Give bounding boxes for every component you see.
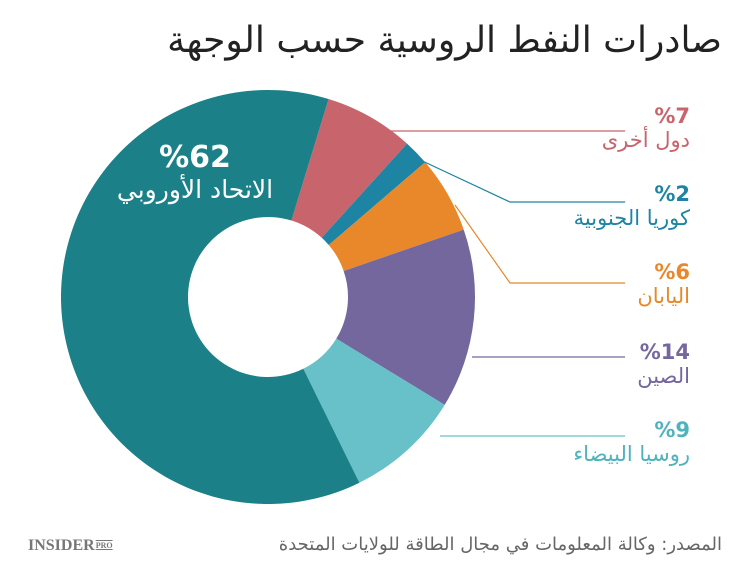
other-name: دول أخرى [601, 128, 690, 152]
belarus-pct: %9 [654, 418, 690, 442]
belarus-name: روسيا البيضاء [573, 442, 690, 466]
japan-name: اليابان [637, 284, 690, 308]
eu-pct: %62 [159, 140, 231, 175]
logo-sub: PRO [95, 541, 113, 550]
slice-china [336, 229, 475, 405]
other-pct: %7 [654, 104, 690, 128]
insider-pro-logo: INSIDERPRO [28, 537, 113, 555]
china-pct: %14 [639, 340, 690, 364]
japan-pct: %6 [654, 260, 690, 284]
source-note: المصدر: وكالة المعلومات في مجال الطاقة ل… [278, 534, 722, 555]
leader-line-japan [454, 204, 625, 284]
slice-japan [328, 162, 464, 271]
label-korea: %2 كوريا الجنوبية [574, 182, 690, 230]
label-china: %14 الصين [637, 340, 690, 388]
slice-belarus [303, 338, 445, 483]
label-other: %7 دول أخرى [602, 104, 690, 152]
eu-label: %62 الاتحاد الأوروبي [100, 140, 290, 204]
chart-title: صادرات النفط الروسية حسب الوجهة [167, 20, 722, 61]
logo-main: INSIDER [28, 537, 95, 554]
china-name: الصين [637, 364, 690, 388]
label-japan: %6 اليابان [637, 260, 690, 308]
korea-pct: %2 [654, 182, 690, 206]
label-belarus: %9 روسيا البيضاء [573, 418, 690, 466]
slice-other [291, 99, 408, 238]
korea-name: كوريا الجنوبية [573, 206, 690, 230]
eu-name: الاتحاد الأوروبي [116, 175, 274, 204]
slice-korea [321, 143, 426, 245]
slice-eu [61, 90, 360, 504]
leader-line-korea [415, 157, 625, 203]
